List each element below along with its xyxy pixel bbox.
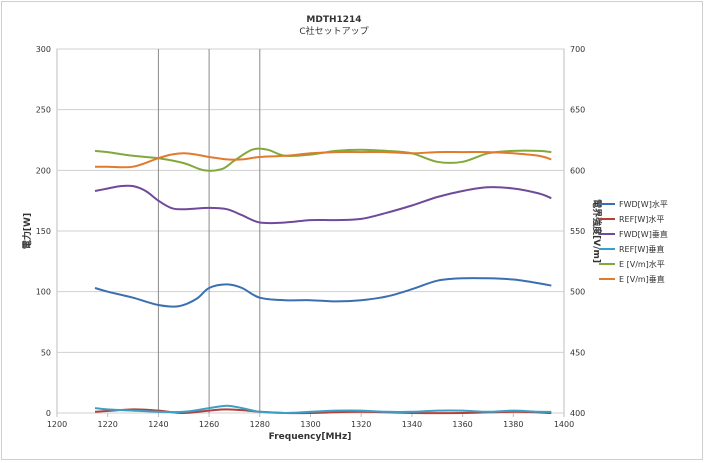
y2-tick-label: 600 <box>570 166 585 175</box>
legend-label: REF[W]垂直 <box>619 244 664 254</box>
x-axis-label: Frequency[MHz] <box>269 432 352 442</box>
legend-label: E [V/m]垂直 <box>619 274 665 284</box>
grid <box>56 48 565 414</box>
chart-subtitle: C社セットアップ <box>299 25 368 37</box>
series-line-6 <box>95 151 552 169</box>
x-tick-label: 1360 <box>452 420 472 429</box>
y2-tick-label: 450 <box>570 348 585 357</box>
legend-label: FWD[W]水平 <box>619 199 668 209</box>
series-line-5 <box>94 147 552 172</box>
y-axis-label: 電力[W] <box>21 213 33 249</box>
x-tick-label: 1240 <box>148 420 168 429</box>
legend: FWD[W]水平 REF[W]水平 FWD[W]垂直 REF[W]垂直 E [V/m]水… <box>599 199 668 284</box>
y2-tick-label: 400 <box>570 409 585 418</box>
x-tick-label: 1300 <box>300 420 320 429</box>
legend-label: REF[W]水平 <box>619 214 664 224</box>
y2-tick-label: 550 <box>570 227 585 236</box>
axes: 0 50 100 150 200 250 300 400 450 500 550 600 650 700 1… <box>36 45 586 429</box>
y-tick-label: 0 <box>46 409 51 418</box>
series-line-4 <box>94 404 552 414</box>
y-tick-label: 300 <box>36 45 51 54</box>
y2-axis-label: 電界強度[V/m] <box>591 199 603 263</box>
x-tick-label: 1260 <box>199 420 219 429</box>
chart-title: MDTH1214 <box>306 15 361 25</box>
x-tick-label: 1220 <box>98 420 118 429</box>
y-tick-label: 200 <box>36 166 51 175</box>
legend-label: FWD[W]垂直 <box>619 229 668 239</box>
x-tick-label: 1280 <box>250 420 270 429</box>
y-tick-label: 150 <box>36 227 51 236</box>
y-tick-label: 50 <box>41 348 51 357</box>
x-tick-label: 1200 <box>47 420 67 429</box>
y-tick-label: 250 <box>36 106 51 115</box>
series-line-1 <box>94 277 552 308</box>
x-tick-label: 1400 <box>554 420 574 429</box>
legend-label: E [V/m]水平 <box>619 259 665 269</box>
y2-tick-label: 500 <box>570 288 585 297</box>
y-tick-label: 100 <box>36 288 51 297</box>
y2-tick-label: 700 <box>570 45 585 54</box>
x-tick-label: 1380 <box>503 420 523 429</box>
series-line-3 <box>94 184 552 225</box>
y2-tick-label: 650 <box>570 106 585 115</box>
series-group <box>94 147 552 415</box>
x-tick-label: 1340 <box>402 420 422 429</box>
x-tick-label: 1320 <box>351 420 371 429</box>
